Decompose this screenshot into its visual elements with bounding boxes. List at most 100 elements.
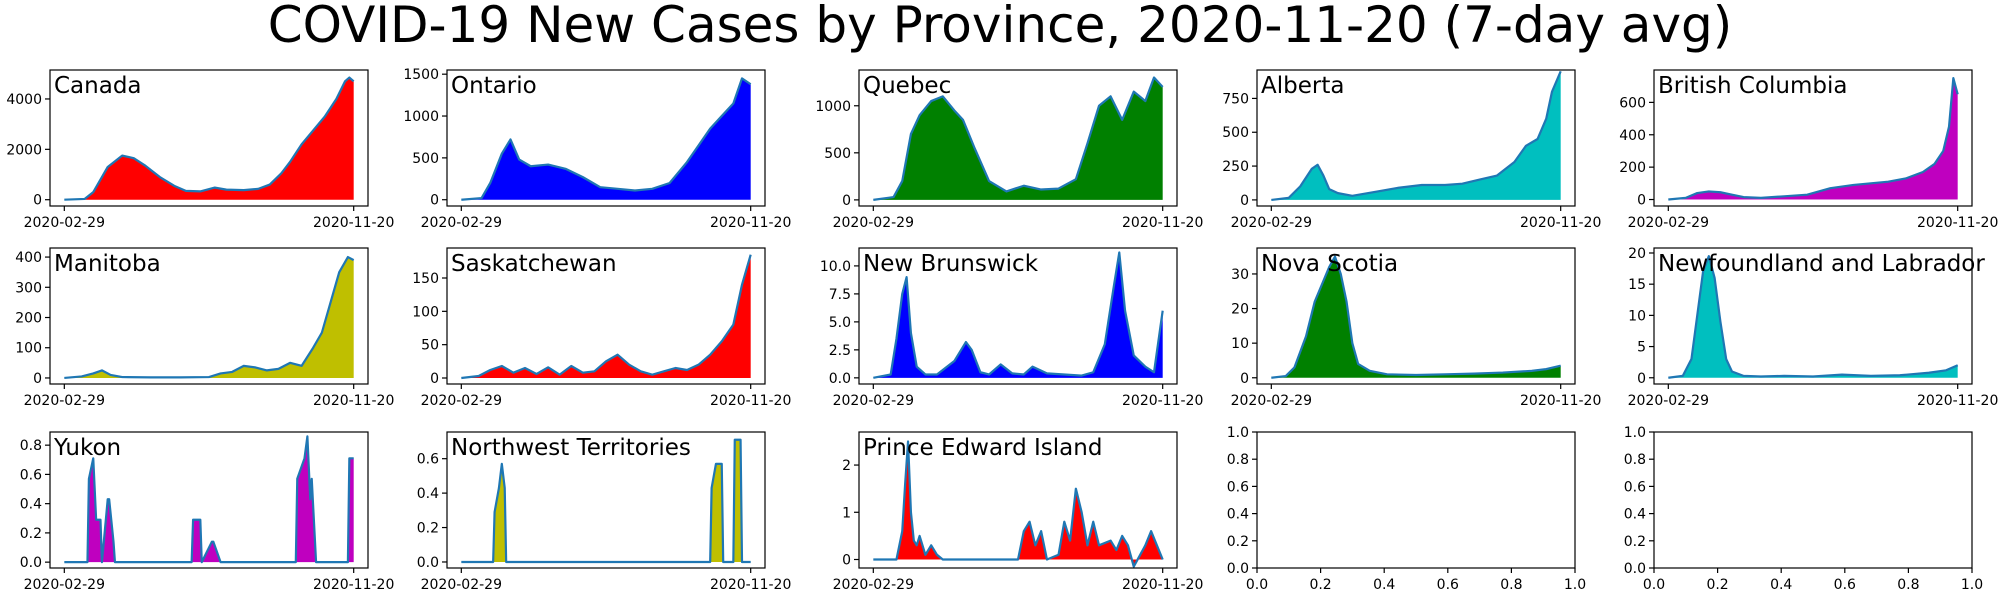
y-tick-label: 1.0 — [1227, 425, 1249, 441]
y-tick-label: 600 — [1619, 95, 1646, 111]
y-tick-label: 5 — [1637, 340, 1646, 356]
x-tick-label: 0.8 — [1500, 577, 1522, 593]
line-quebec — [873, 76, 1164, 201]
y-tick-label: 0.2 — [417, 521, 439, 537]
x-tick-label: 2020-11-20 — [1917, 393, 1998, 409]
panel-label: Yukon — [53, 435, 121, 461]
x-tick-label: 2020-02-29 — [421, 577, 502, 593]
panel-label: Northwest Territories — [451, 435, 691, 461]
x-tick-label: 2020-02-29 — [833, 215, 914, 231]
panel-label: Alberta — [1261, 73, 1344, 99]
panel-empty-14: 0.0 0.2 0.4 0.6 0.8 1.0 0.0 0.2 0.4 0.6 0.8 1.0 — [1624, 425, 1983, 593]
panels: 2020-02-29 2020-11-20Canada0200040002020-… — [6, 67, 1998, 593]
x-tick-label: 2020-02-29 — [1231, 215, 1312, 231]
y-tick-label: 100 — [412, 304, 439, 320]
panel-nova-scotia: 2020-02-29 2020-11-20 Nova Scotia 0 10 20 30 — [1231, 247, 1601, 409]
line-yukon — [64, 435, 354, 564]
axes-frame — [1653, 69, 1973, 207]
axes-frame — [49, 69, 369, 207]
x-tick-label: 2020-11-20 — [313, 215, 394, 231]
axes-frame — [49, 247, 369, 385]
y-tick-label: 0.2 — [1624, 534, 1646, 550]
x-tick-label: 2020-11-20 — [1122, 577, 1203, 593]
x-tick-label: 0.0 — [1643, 577, 1665, 593]
axes-frame — [858, 431, 1178, 569]
x-tick-label: 2020-11-20 — [710, 393, 791, 409]
y-tick-label: 0 — [1240, 193, 1249, 209]
figure-title: COVID-19 New Cases by Province, 2020-11-… — [268, 0, 1733, 54]
line-ontario — [461, 77, 752, 201]
panel-label: Newfoundland and Labrador — [1658, 251, 1985, 277]
panel-saskatchewan: 2020-02-29 2020-11-20 Saskatchewan 0 50 100 15… — [412, 247, 791, 409]
x-tick-label: 2020-11-20 — [710, 577, 791, 593]
y-tick-label: 0.8 — [1624, 452, 1646, 468]
axes-frame — [1653, 247, 1973, 385]
panel-british-columbia: 2020-02-29 2020-11-20 British Columbia 0 200… — [1619, 69, 1998, 231]
panel-newfoundland-and-labrador: 2020-02-29 2020-11-20 Newfoundland and Lab… — [1628, 246, 1999, 409]
y-tick-label: 10 — [1628, 308, 1646, 324]
x-tick-label: 0.4 — [1373, 577, 1395, 593]
x-tick-label: 2020-11-20 — [1520, 393, 1601, 409]
panel-empty-13: 0.0 0.2 0.4 0.6 0.8 1.0 0.0 0.2 0.4 0.6 0.8 1.0 — [1227, 425, 1586, 593]
y-tick-label: 0 — [33, 193, 42, 209]
area-yukon — [64, 436, 354, 563]
axes-frame — [1653, 431, 1973, 569]
x-tick-label: 2020-11-20 — [1520, 215, 1601, 231]
panel-label: British Columbia — [1658, 73, 1848, 99]
x-tick-label: 0.2 — [1706, 577, 1728, 593]
y-tick-label: 500 — [1222, 125, 1249, 141]
area-nova-scotia — [1271, 256, 1561, 378]
panel-new-brunswick: 2020-02-29 2020-11-20 New Brunswick 0.0 2.5 5… — [820, 247, 1203, 409]
y-tick-label: 0.4 — [417, 486, 439, 502]
y-tick-label: 10 — [1231, 336, 1249, 352]
y-tick-label: 0.2 — [1227, 534, 1249, 550]
y-tick-label: 2000 — [6, 142, 42, 158]
line-newfoundland-and-labrador — [1668, 255, 1959, 379]
y-tick-label: 400 — [15, 250, 42, 266]
x-tick-label: 0.0 — [1246, 577, 1268, 593]
y-tick-label: 0 — [842, 193, 851, 209]
line-northwest-territories — [461, 438, 751, 564]
x-tick-label: 0.2 — [1309, 577, 1331, 593]
y-tick-label: 7.5 — [829, 287, 851, 303]
y-tick-label: 1 — [842, 505, 851, 521]
y-tick-label: 0.6 — [20, 467, 42, 483]
line-nova-scotia — [1271, 255, 1561, 379]
x-tick-label: 0.8 — [1897, 577, 1919, 593]
axes-frame — [446, 247, 766, 385]
y-tick-label: 30 — [1231, 267, 1249, 283]
panel-label: Quebec — [863, 73, 951, 99]
y-tick-label: 0.2 — [20, 526, 42, 542]
y-tick-label: 0.0 — [1227, 561, 1249, 577]
axes-frame — [1256, 69, 1576, 207]
x-tick-label: 2020-02-29 — [421, 393, 502, 409]
y-tick-label: 2 — [842, 458, 851, 474]
x-tick-label: 2020-02-29 — [833, 577, 914, 593]
y-tick-label: 750 — [1222, 91, 1249, 107]
panel-yukon: 2020-02-29 2020-11-20 Yukon 0.0 0.2 0.4 0.6 0.8 — [20, 431, 394, 593]
panel-alberta: 2020-02-29 2020-11-20 Alberta 0 250 500 750 — [1222, 69, 1601, 231]
y-tick-label: 1500 — [403, 67, 439, 83]
axes-frame — [49, 431, 369, 569]
x-tick-label: 2020-02-29 — [1628, 215, 1709, 231]
panel-label: Canada — [54, 73, 142, 99]
y-tick-label: 0.8 — [1227, 452, 1249, 468]
axes-frame — [446, 431, 766, 569]
panel-label: Nova Scotia — [1261, 251, 1398, 277]
y-tick-label: 0.6 — [417, 452, 439, 468]
area-british-columbia — [1668, 78, 1958, 200]
y-tick-label: 0 — [430, 371, 439, 387]
y-tick-label: 0.6 — [1227, 479, 1249, 495]
y-tick-label: 50 — [421, 338, 439, 354]
area-canada — [64, 77, 354, 200]
panel-label: Ontario — [451, 73, 537, 99]
y-tick-label: 400 — [1619, 128, 1646, 144]
x-tick-label: 2020-02-29 — [24, 577, 105, 593]
area-manitoba — [64, 257, 354, 378]
y-tick-label: 200 — [1619, 160, 1646, 176]
x-tick-label: 1.0 — [1961, 577, 1983, 593]
y-tick-label: 20 — [1628, 246, 1646, 262]
y-tick-label: 150 — [412, 271, 439, 287]
panel-northwest-territories: 2020-02-29 2020-11-20 Northwest Territorie… — [417, 431, 791, 593]
panel-label: New Brunswick — [863, 251, 1039, 277]
